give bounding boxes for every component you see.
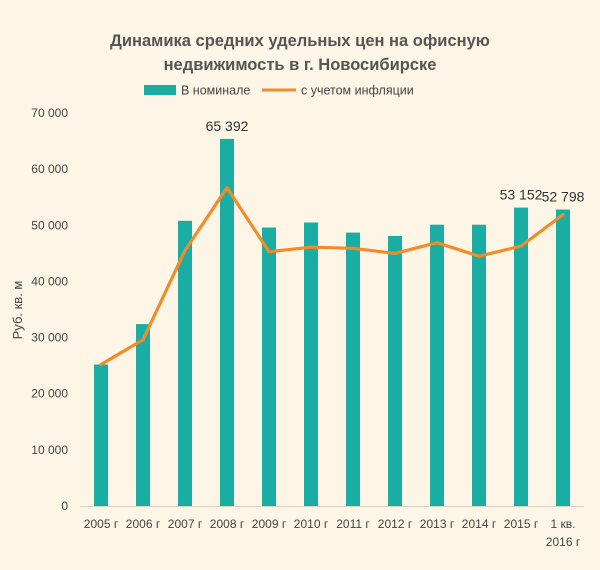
bar-nominal [346,232,360,506]
line-point-inflation-adjusted [183,248,187,253]
chart-plot-area: 0 10 000 20 000 30 000 40 000 50 000 60 000 70 … [31,106,584,549]
bar-nominal [262,227,276,506]
data-label: 53 152 [500,187,543,203]
legend-bar-label: В номинале [181,84,250,98]
legend-line-label: с учетом инфляции [301,84,414,98]
line-inflation-adjusted [99,186,565,367]
y-tick-label: 50 000 [31,218,68,232]
x-tick-label: 2008 г [210,517,245,531]
bar-nominal [178,220,192,506]
x-tick-label: 2006 г [126,517,161,531]
x-tick-label: 2015 г [504,517,539,531]
bar-nominal [556,209,570,506]
x-tick-label: 2009 г [252,517,287,531]
y-tick-label: 70 000 [31,106,68,120]
bar-nominal [220,138,234,506]
bar-nominal [388,235,402,506]
x-tick-label: 2014 г [462,517,497,531]
y-tick-label: 60 000 [31,162,68,176]
x-tick-label: 2005 г [84,517,119,531]
bar-nominal [94,364,108,506]
line-point-inflation-adjusted [267,250,271,254]
y-tick-label: 20 000 [31,387,68,401]
y-axis-label: Руб. кв. м [10,281,25,340]
line-point-inflation-adjusted [141,338,145,342]
line-point-inflation-adjusted [225,186,229,190]
bar-nominal [430,224,444,506]
bar-nominal [472,224,486,506]
bar-nominal [304,222,318,506]
x-tick-label: 2007 г [168,517,203,531]
bar-nominal [514,207,528,507]
y-tick-label: 30 000 [31,331,68,345]
x-tick-label: 2011 г [336,517,370,531]
line-point-inflation-adjusted [561,213,565,217]
legend-bar-swatch [144,85,176,95]
line-point-inflation-adjusted [99,362,103,367]
x-tick-label: 2016 г [546,535,581,549]
x-tick-label: 1 кв. [551,517,576,531]
line-point-inflation-adjusted [351,246,355,250]
line-point-inflation-adjusted [477,254,481,258]
line-point-inflation-adjusted [309,245,313,249]
x-tick-label: 2013 г [420,517,455,531]
data-label: 65 392 [206,118,249,134]
x-tick-label: 2010 г [294,517,329,531]
y-tick-label: 10 000 [31,443,68,457]
data-label: 52 798 [542,189,585,205]
y-tick-label: 0 [61,499,68,513]
chart-title-line-2: недвижимость в г. Новосибирске [164,56,437,74]
x-tick-label: 2012 г [378,517,413,531]
line-point-inflation-adjusted [393,251,397,255]
line-point-inflation-adjusted [435,241,439,245]
bar-nominal [136,324,150,506]
chart-title-line-1: Динамика средних удельных цен на офисную [110,32,490,50]
line-point-inflation-adjusted [519,244,523,248]
y-tick-label: 40 000 [31,274,68,288]
